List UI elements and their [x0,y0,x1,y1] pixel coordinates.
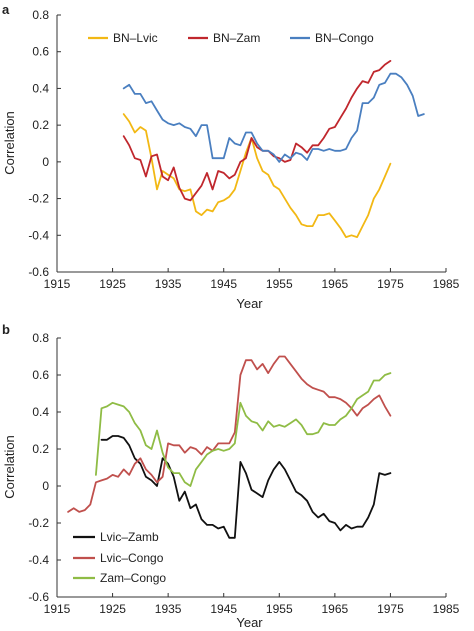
y-tick-label: 0 [42,479,49,493]
x-tick-label: 1945 [210,277,237,291]
panel-a-chart: a -0.6 -0.4 -0.2 0 0.2 0.4 0.6 0.8 1915 1925 1935 19… [2,2,460,311]
series-line [122,60,392,202]
panel-letter: b [2,322,10,337]
x-tick-label: 1955 [266,277,293,291]
x-axis-title: Year [236,615,263,630]
y-axis-title: Correlation [2,435,17,499]
x-tick-label: 1985 [433,602,460,616]
y-tick-label: 0 [42,155,49,169]
legend-label: BN–Zam [213,31,260,45]
x-tick-label: 1935 [155,277,182,291]
y-tick-label: 0.4 [32,405,49,419]
legend-label: BN–Lvic [113,31,158,45]
legend-label: Zam–Congo [100,571,166,585]
x-tick-label: 1915 [44,602,71,616]
x-tick-label: 1925 [99,602,126,616]
x-tick-label: 1935 [155,602,182,616]
y-tick-label: 0.8 [32,331,49,345]
series-line [100,435,392,539]
x-tick-label: 1955 [266,602,293,616]
y-tick-label: 0.2 [32,118,49,132]
legend-label: Lvic–Zamb [100,530,159,544]
y-tick-label: -0.6 [28,590,49,604]
panel-b-chart: b -0.6 -0.4 -0.2 0 0.2 0.4 0.6 0.8 1915 1925 1935 19… [2,322,460,630]
x-tick-label: 1975 [377,602,404,616]
series-line [95,372,392,487]
x-tick-label: 1965 [322,602,349,616]
y-tick-label: -0.4 [28,553,49,567]
x-axis-title: Year [236,296,263,311]
x-tick-label: 1965 [322,277,349,291]
x-tick-label: 1985 [433,277,460,291]
x-tick-label: 1945 [210,602,237,616]
series-line [122,113,392,238]
y-tick-label: 0.4 [32,81,49,95]
y-axis-title: Correlation [2,111,17,175]
x-tick-label: 1915 [44,277,71,291]
series-line [67,355,392,513]
y-tick-label: 0.8 [32,8,49,22]
y-tick-label: 0.2 [32,442,49,456]
y-tick-label: -0.4 [28,228,49,242]
y-tick-label: -0.2 [28,192,49,206]
x-tick-label: 1925 [99,277,126,291]
y-tick-label: 0.6 [32,368,49,382]
legend-label: BN–Congo [315,31,374,45]
y-tick-label: 0.6 [32,45,49,59]
series-line [122,72,425,163]
y-tick-label: -0.2 [28,516,49,530]
x-tick-label: 1975 [377,277,404,291]
panel-letter: a [2,2,10,17]
legend-label: Lvic–Congo [100,551,164,565]
y-tick-label: -0.6 [28,265,49,279]
